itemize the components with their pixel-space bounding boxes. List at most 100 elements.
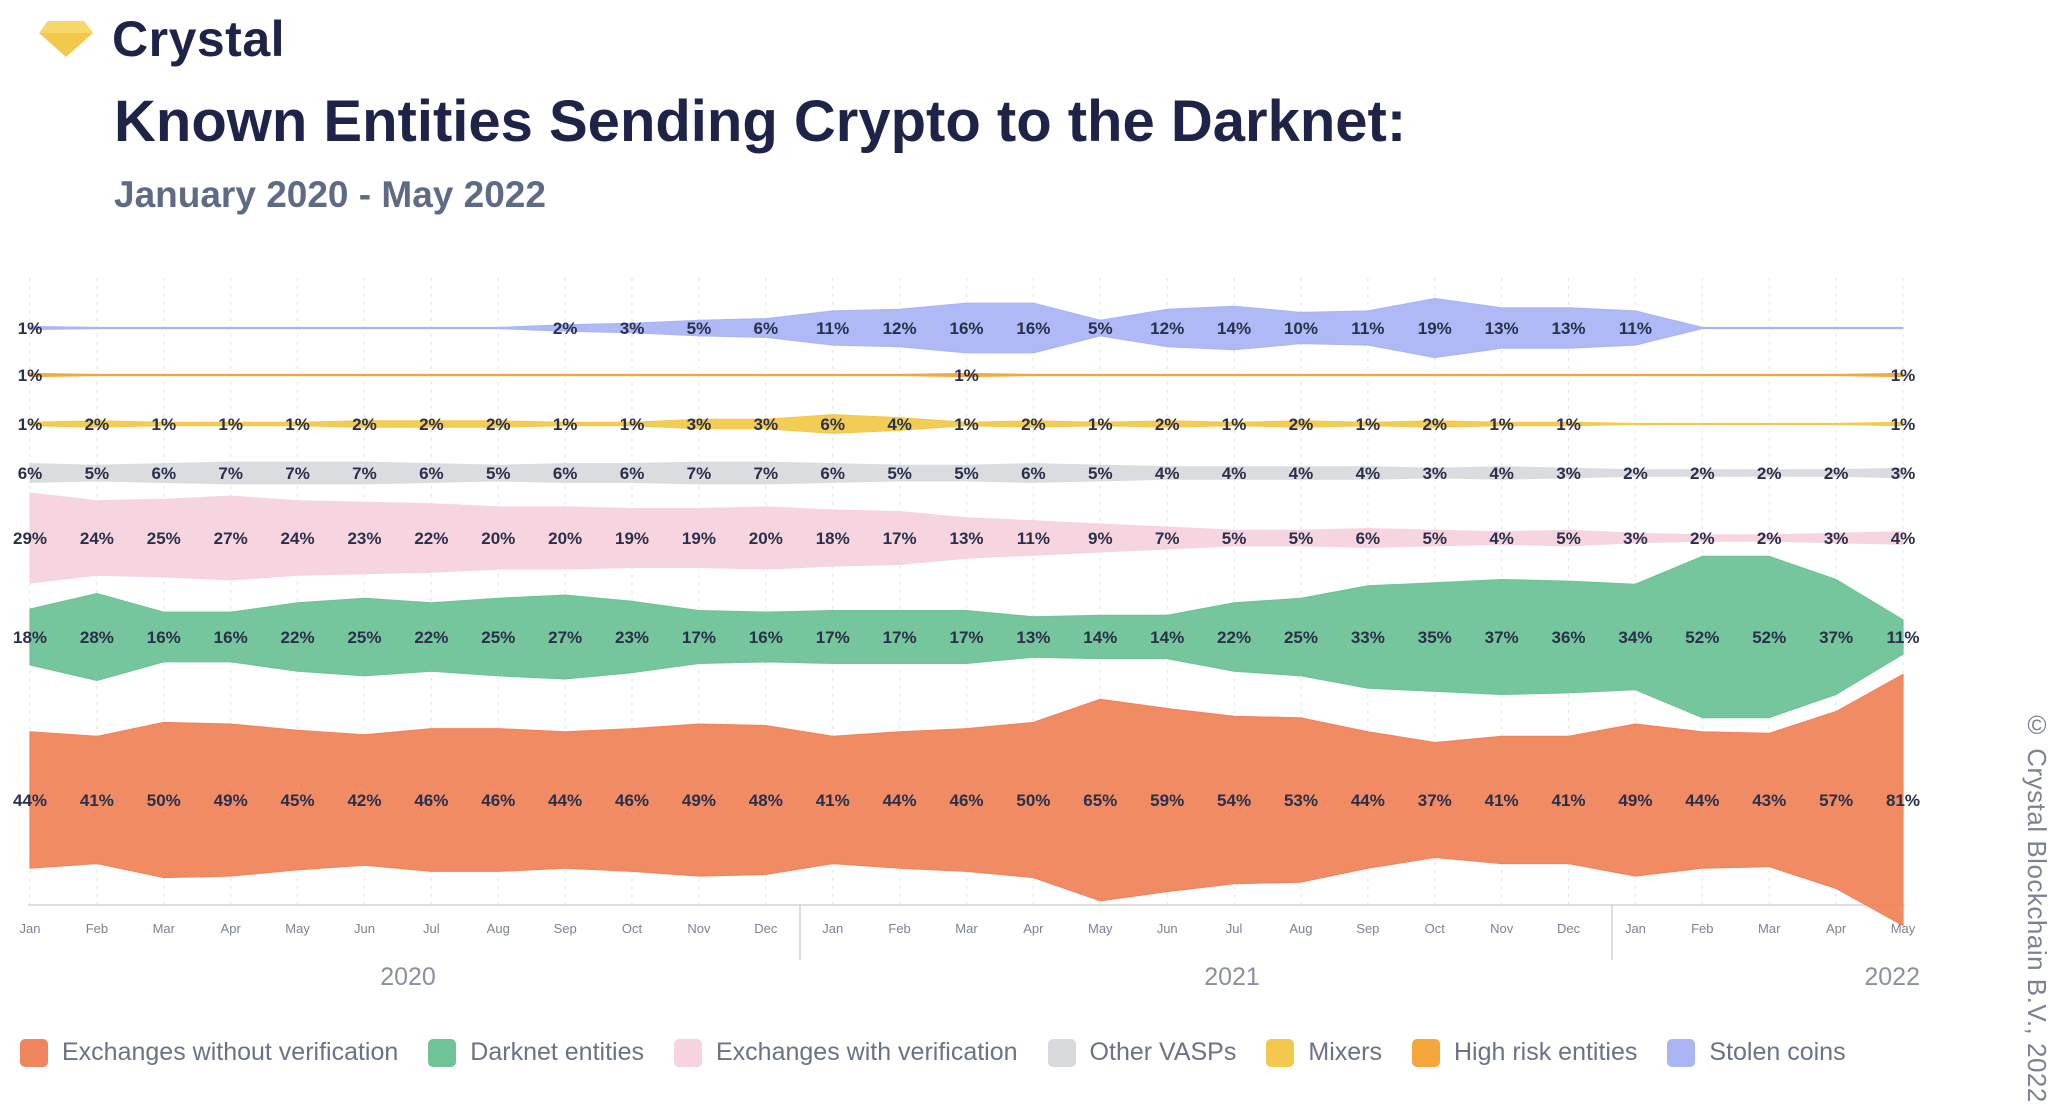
data-label: 20% (749, 529, 783, 548)
legend-item-other_vasps: Other VASPs (1047, 1038, 1237, 1067)
x-tick-label: Feb (888, 921, 910, 936)
brand-name: Crystal (112, 11, 286, 67)
data-label: 1% (553, 415, 578, 434)
data-label: 54% (1217, 791, 1251, 810)
data-label: 37% (1485, 628, 1519, 647)
data-label: 25% (347, 628, 381, 647)
data-label: 4% (1356, 464, 1381, 483)
data-label: 19% (682, 529, 716, 548)
data-label: 5% (954, 464, 979, 483)
band-mixers (29, 414, 1904, 434)
data-label: 27% (214, 529, 248, 548)
data-label: 41% (1485, 791, 1519, 810)
data-label: 11% (816, 319, 849, 338)
data-label: 20% (548, 529, 582, 548)
chart-title: Known Entities Sending Crypto to the Dar… (114, 89, 1407, 154)
data-label: 1% (1891, 415, 1916, 434)
x-tick-label: May (285, 921, 310, 936)
data-label: 41% (80, 791, 114, 810)
data-label: 4% (887, 415, 912, 434)
data-label: 16% (147, 628, 181, 647)
legend-label: Exchanges with verification (716, 1038, 1018, 1066)
x-tick-label: Oct (622, 921, 643, 936)
data-label: 5% (85, 464, 110, 483)
legend-label: High risk entities (1453, 1038, 1638, 1066)
x-tick-label: Jul (423, 921, 440, 936)
data-label: 1% (285, 415, 310, 434)
data-label: 6% (820, 415, 845, 434)
band-high_risk_entities (29, 372, 1904, 378)
data-label: 14% (1150, 628, 1184, 647)
data-label: 17% (883, 529, 917, 548)
data-label: 3% (1556, 464, 1581, 483)
crystal-logo-icon (39, 21, 93, 57)
legend-swatch (1047, 1038, 1076, 1067)
data-label: 17% (949, 628, 983, 647)
x-tick-label: Jan (822, 921, 843, 936)
data-label: 46% (949, 791, 983, 810)
legend-item-exchanges_with_verification: Exchanges with verification (674, 1038, 1018, 1067)
data-label: 11% (1351, 319, 1384, 338)
x-tick-label: Aug (487, 921, 510, 936)
data-label: 6% (151, 464, 176, 483)
data-label: 33% (1351, 628, 1385, 647)
data-label: 5% (486, 464, 511, 483)
legend-item-darknet_entities: Darknet entities (428, 1038, 644, 1067)
data-label: 2% (352, 415, 377, 434)
data-label: 41% (816, 791, 850, 810)
data-label: 35% (1418, 628, 1452, 647)
data-label: 34% (1618, 628, 1652, 647)
legend-label: Mixers (1308, 1038, 1382, 1066)
data-label: 2% (1690, 529, 1715, 548)
data-label: 2% (1155, 415, 1180, 434)
data-label: 4% (1891, 529, 1916, 548)
data-label: 2% (553, 319, 578, 338)
data-label: 36% (1552, 628, 1586, 647)
legend-item-stolen_coins: Stolen coins (1667, 1038, 1846, 1067)
data-label: 4% (1222, 464, 1247, 483)
x-tick-label: Apr (1023, 921, 1044, 936)
legend-label: Other VASPs (1089, 1038, 1237, 1066)
x-tick-label: Jun (1157, 921, 1178, 936)
data-label: 9% (1088, 529, 1113, 548)
data-label: 53% (1284, 791, 1318, 810)
data-label: 1% (954, 366, 979, 385)
data-label: 2% (1422, 415, 1447, 434)
data-label: 7% (218, 464, 243, 483)
data-label: 22% (1217, 628, 1251, 647)
data-label: 3% (687, 415, 712, 434)
data-label: 81% (1886, 791, 1920, 810)
data-label: 11% (1619, 319, 1652, 338)
data-label: 1% (620, 415, 645, 434)
band-other_vasps (29, 461, 1904, 485)
data-label: 1% (1891, 366, 1916, 385)
x-tick-label: Apr (221, 921, 242, 936)
data-label: 18% (816, 529, 850, 548)
data-label: 16% (749, 628, 783, 647)
data-label: 11% (1017, 529, 1050, 548)
data-label: 23% (615, 628, 649, 647)
data-label: 3% (620, 319, 645, 338)
data-label: 6% (620, 464, 645, 483)
streamgraph-chart: 1% 2% 3% 5% 6% 11% 12% 16% 16% 5% 12% 14% 10% 11% 19% 1… (13, 278, 1920, 991)
data-label: 2% (1757, 464, 1782, 483)
data-label: 1% (18, 319, 43, 338)
data-label: 46% (615, 791, 649, 810)
data-label: 44% (1685, 791, 1719, 810)
legend-swatch (428, 1038, 457, 1067)
data-label: 1% (1556, 415, 1581, 434)
data-label: 6% (820, 464, 845, 483)
data-label: 12% (1150, 319, 1184, 338)
legend-swatch (20, 1038, 48, 1067)
data-label: 46% (414, 791, 448, 810)
data-label: 4% (1289, 464, 1314, 483)
legend-label: Stolen coins (1709, 1038, 1846, 1066)
band-exchanges_with_verification (29, 492, 1904, 584)
data-label: 2% (1824, 464, 1849, 483)
data-label: 16% (949, 319, 983, 338)
data-label: 16% (1016, 319, 1050, 338)
data-label: 52% (1685, 628, 1719, 647)
legend-label: Darknet entities (470, 1038, 644, 1066)
data-label: 41% (1552, 791, 1586, 810)
data-label: 2% (419, 415, 444, 434)
